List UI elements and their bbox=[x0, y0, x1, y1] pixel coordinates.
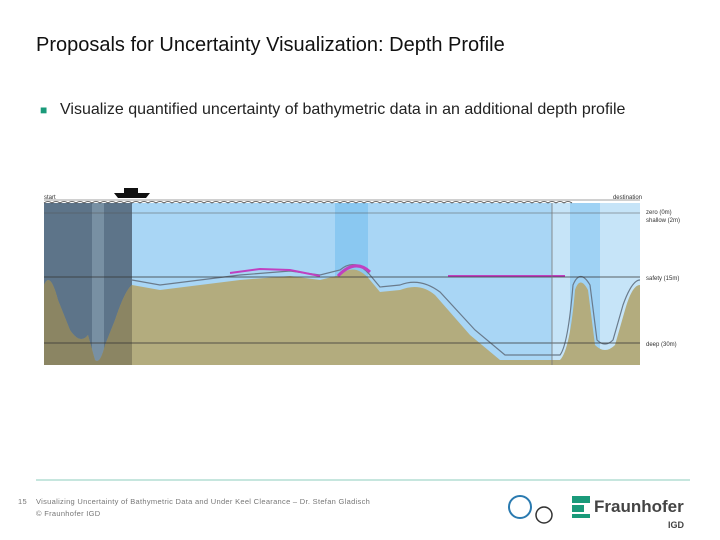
partner-logo bbox=[535, 506, 553, 524]
logo-text: Fraunhofer bbox=[594, 497, 684, 516]
safety-label: safety (15m) bbox=[646, 276, 679, 282]
water-surface bbox=[43, 201, 573, 204]
page-number: 15 bbox=[18, 497, 27, 506]
dark-column bbox=[92, 203, 104, 365]
seabed-shadow bbox=[44, 280, 132, 365]
bullet-mark: ■ bbox=[40, 103, 48, 117]
footer-text: Visualizing Uncertainty of Bathymetric D… bbox=[36, 497, 371, 506]
bullet-text: Visualize quantified uncertainty of bath… bbox=[60, 101, 626, 118]
slide-title: Proposals for Uncertainty Visualization:… bbox=[36, 34, 505, 56]
uncertainty-marker bbox=[336, 264, 372, 278]
destination-label: destination bbox=[613, 195, 642, 201]
partner-logo bbox=[508, 495, 532, 519]
fraunhofer-logo-mark bbox=[572, 496, 590, 518]
ship bbox=[114, 188, 150, 198]
shallow-label: shallow (2m) bbox=[646, 218, 680, 224]
uncertainty-marker bbox=[229, 267, 321, 277]
deep-label: deep (30m) bbox=[646, 342, 677, 348]
bullet: ■ Visualize quantified uncertainty of ba… bbox=[40, 100, 680, 120]
logo-subtext: IGD bbox=[668, 520, 685, 530]
zero-label: zero (0m) bbox=[646, 210, 672, 216]
footer-text: © Fraunhofer IGD bbox=[36, 509, 101, 518]
start-label: start bbox=[44, 195, 56, 201]
seabed bbox=[44, 269, 640, 365]
